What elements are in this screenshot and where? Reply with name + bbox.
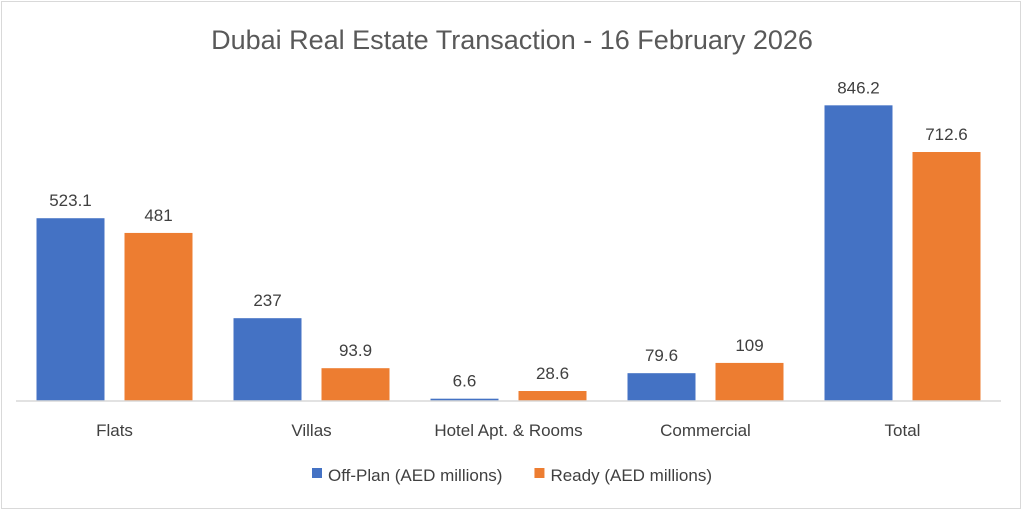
data-labels-group: 523.1 481 237 93.9 6.6 28.6 79.6 109 846.2 712.6	[49, 78, 968, 390]
legend-item-0: Off-Plan (AED millions)	[312, 466, 502, 485]
legend-item-1: Ready (AED millions)	[534, 466, 712, 485]
data-label-ready-2: 28.6	[536, 364, 569, 383]
category-label-2: Hotel Apt. & Rooms	[434, 421, 582, 440]
bars-group	[36, 105, 981, 402]
category-label-1: Villas	[291, 421, 331, 440]
legend-swatch-1	[534, 468, 545, 478]
bar-ready-1	[321, 368, 390, 401]
bar-ready-4	[912, 152, 981, 401]
bar-offplan-1	[233, 318, 302, 401]
data-label-ready-0: 481	[144, 206, 172, 225]
data-label-offplan-2: 6.6	[453, 372, 477, 391]
category-labels-group: Flats Villas Hotel Apt. & Rooms Commercial T…	[96, 421, 920, 440]
category-label-3: Commercial	[660, 421, 751, 440]
bar-ready-2	[518, 391, 587, 401]
bar-ready-0	[124, 232, 193, 401]
bar-ready-3	[715, 362, 784, 401]
legend-swatch-0	[312, 468, 322, 478]
legend-label-0: Off-Plan (AED millions)	[328, 466, 502, 485]
chart-title: Dubai Real Estate Transaction - 16 Febru…	[211, 25, 813, 55]
legend: Off-Plan (AED millions) Ready (AED millio…	[312, 466, 712, 485]
category-label-4: Total	[885, 421, 921, 440]
data-label-offplan-1: 237	[253, 291, 281, 310]
data-label-ready-1: 93.9	[339, 341, 372, 360]
bar-offplan-3	[627, 373, 696, 401]
category-label-0: Flats	[96, 421, 133, 440]
data-label-offplan-3: 79.6	[645, 346, 678, 365]
bar-offplan-4	[824, 105, 893, 402]
legend-label-1: Ready (AED millions)	[550, 466, 712, 485]
bar-offplan-2	[430, 398, 499, 401]
data-label-ready-3: 109	[735, 336, 763, 355]
data-label-offplan-4: 846.2	[837, 78, 880, 97]
bar-offplan-0	[36, 218, 105, 401]
data-label-ready-4: 712.6	[925, 125, 968, 144]
data-label-offplan-0: 523.1	[49, 191, 92, 210]
